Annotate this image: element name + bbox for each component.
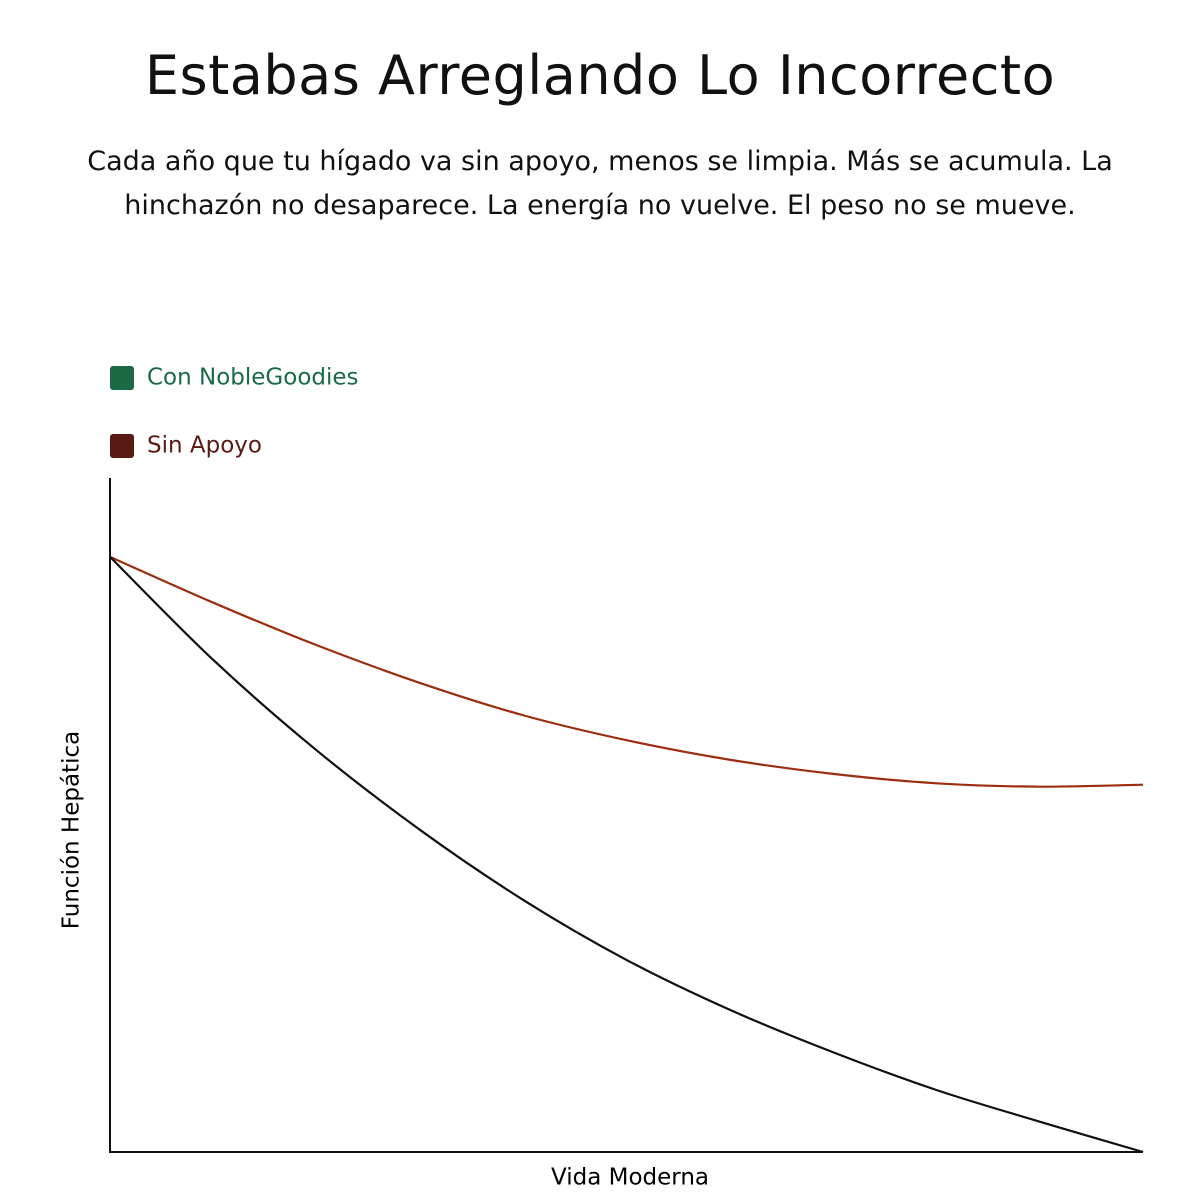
data-line [109, 555, 1144, 788]
x-axis-label: Vida Moderna [551, 1165, 709, 1191]
chart-subtitle: Cada año que tu hígado va sin apoyo, men… [87, 146, 1113, 221]
y-axis-label: Función Hepática [59, 731, 85, 929]
legend-label: Con NobleGoodies [147, 365, 359, 391]
data-line [109, 556, 1144, 1154]
chart-title: Estabas Arreglando Lo Incorrecto [144, 44, 1056, 107]
legend-label: Sin Apoyo [147, 433, 262, 459]
legend-swatch [110, 434, 134, 458]
legend-swatch [110, 366, 134, 390]
